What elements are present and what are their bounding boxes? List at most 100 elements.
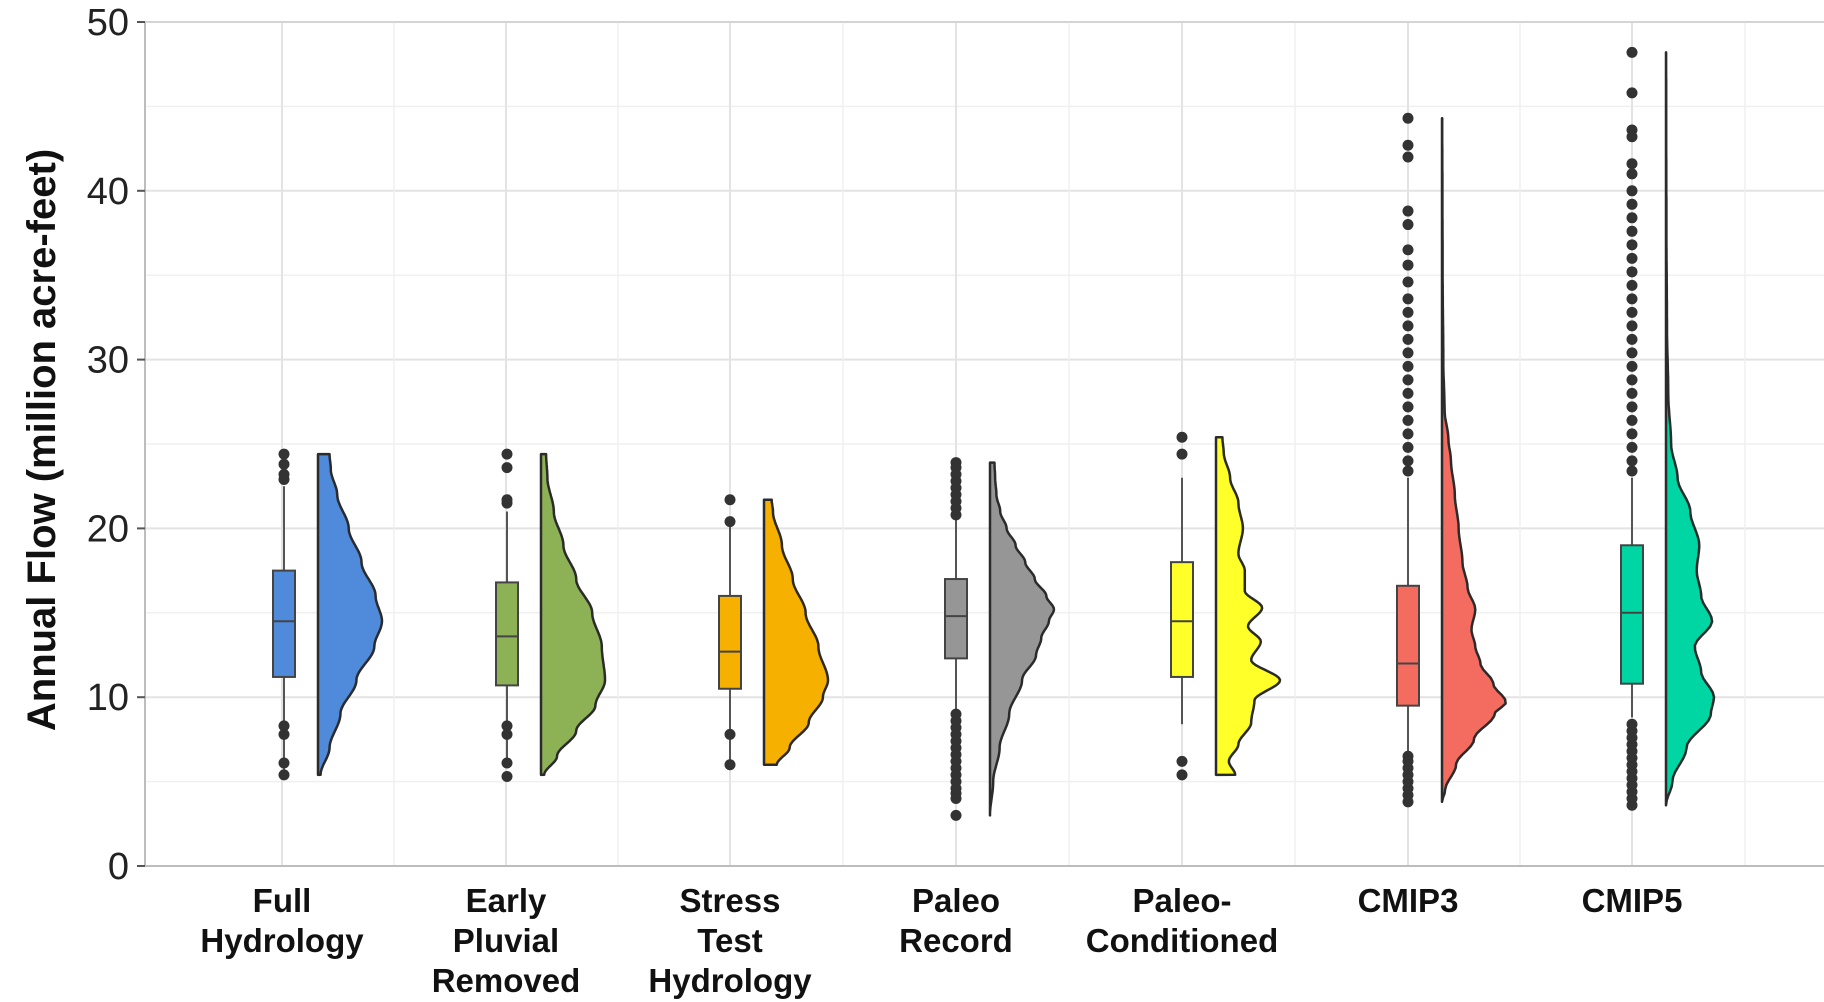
- outlier-point: [1626, 293, 1638, 305]
- outlier-point: [724, 728, 736, 740]
- outlier-point: [1626, 46, 1638, 58]
- outlier-point: [1626, 252, 1638, 264]
- series-group: [272, 46, 1716, 821]
- outlier-point: [278, 468, 290, 480]
- outlier-point: [1402, 293, 1414, 305]
- outlier-point: [1402, 347, 1414, 359]
- outlier-point: [1402, 244, 1414, 256]
- x-tick-label-2-0: Stress: [680, 882, 781, 919]
- outlier-point: [1626, 306, 1638, 318]
- outlier-point: [501, 462, 513, 474]
- outlier-point: [1626, 225, 1638, 237]
- outlier-point: [1626, 185, 1638, 197]
- box-4: [1170, 561, 1194, 678]
- outlier-point: [724, 494, 736, 506]
- x-tick-label-0-1: Hydrology: [200, 922, 364, 959]
- outlier-point: [278, 769, 290, 781]
- outlier-point: [1402, 750, 1414, 762]
- outlier-point: [1626, 428, 1638, 440]
- outlier-point: [1626, 198, 1638, 210]
- outlier-point: [278, 458, 290, 470]
- series-0: [272, 448, 384, 781]
- outlier-point: [1402, 441, 1414, 453]
- x-tick-label-1-0: Early: [466, 882, 547, 919]
- x-tick-label-4-1: Conditioned: [1086, 922, 1278, 959]
- outlier-point: [724, 516, 736, 528]
- series-1: [495, 448, 607, 783]
- x-tick-label-4-0: Paleo-: [1132, 882, 1231, 919]
- x-tick-label-2-1: Test: [697, 922, 762, 959]
- series-3: [944, 457, 1056, 821]
- x-tick-label-0-0: Full: [253, 882, 312, 919]
- outlier-point: [501, 720, 513, 732]
- outlier-point: [1626, 360, 1638, 372]
- outlier-point: [1626, 239, 1638, 251]
- outlier-point: [1176, 755, 1188, 767]
- outlier-point: [1402, 333, 1414, 345]
- outlier-point: [278, 720, 290, 732]
- box-0: [272, 569, 296, 678]
- outlier-point: [278, 448, 290, 460]
- violin-5: [1440, 116, 1507, 804]
- outlier-point: [1402, 276, 1414, 288]
- y-tick-label-10: 10: [87, 677, 129, 719]
- outlier-point: [1402, 219, 1414, 231]
- grid-lines: [145, 21, 1824, 867]
- box-1: [495, 581, 519, 687]
- outlier-point: [950, 457, 962, 469]
- outlier-point: [950, 809, 962, 821]
- series-4: [1170, 431, 1282, 781]
- violin-4: [1214, 435, 1282, 777]
- outlier-point: [1402, 428, 1414, 440]
- violin-0: [316, 452, 384, 777]
- outlier-point: [1402, 455, 1414, 467]
- x-tick-label-3-0: Paleo: [912, 882, 1000, 919]
- outlier-point: [1626, 455, 1638, 467]
- x-tick-label-2-2: Hydrology: [648, 962, 812, 999]
- outlier-point: [1626, 441, 1638, 453]
- outlier-point: [1176, 448, 1188, 460]
- outlier-point: [1402, 465, 1414, 477]
- outlier-point: [1626, 212, 1638, 224]
- outlier-point: [501, 448, 513, 460]
- series-2: [718, 494, 830, 771]
- violin-6: [1664, 51, 1716, 807]
- outlier-point: [1402, 360, 1414, 372]
- y-axis: 0 10 20 30 40 50: [87, 2, 1824, 888]
- outlier-point: [278, 728, 290, 740]
- outlier-point: [1402, 139, 1414, 151]
- x-tick-label-1-2: Removed: [432, 962, 581, 999]
- outlier-point: [501, 757, 513, 769]
- outlier-point: [1176, 769, 1188, 781]
- outlier-point: [1626, 320, 1638, 332]
- outlier-point: [1626, 158, 1638, 170]
- outlier-point: [1626, 347, 1638, 359]
- violin-1: [539, 452, 607, 777]
- outlier-point: [1176, 431, 1188, 443]
- outlier-point: [501, 494, 513, 506]
- x-tick-label-3-1: Record: [899, 922, 1013, 959]
- outlier-point: [1626, 718, 1638, 730]
- outlier-point: [1626, 387, 1638, 399]
- outlier-point: [1626, 414, 1638, 426]
- outlier-point: [1402, 259, 1414, 271]
- outlier-point: [950, 708, 962, 720]
- outlier-point: [1626, 87, 1638, 99]
- x-tick-label-1-1: Pluvial: [453, 922, 559, 959]
- outlier-point: [1402, 112, 1414, 124]
- y-tick-label-0: 0: [108, 846, 129, 888]
- outlier-point: [1626, 333, 1638, 345]
- outlier-point: [1402, 374, 1414, 386]
- box-2: [718, 594, 742, 690]
- outlier-point: [1626, 124, 1638, 136]
- box-5: [1396, 584, 1420, 707]
- violin-2: [762, 498, 830, 766]
- outlier-point: [1402, 320, 1414, 332]
- outlier-point: [1402, 151, 1414, 163]
- box-6: [1620, 544, 1644, 685]
- outlier-point: [1402, 387, 1414, 399]
- x-axis-labels: FullHydrologyEarlyPluvialRemovedStressTe…: [200, 882, 1682, 999]
- y-tick-label-20: 20: [87, 508, 129, 550]
- series-5: [1396, 112, 1507, 808]
- outlier-point: [1402, 205, 1414, 217]
